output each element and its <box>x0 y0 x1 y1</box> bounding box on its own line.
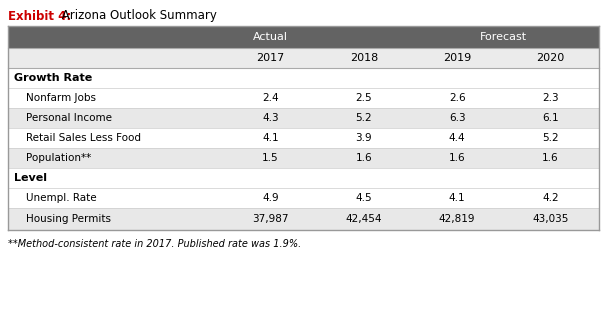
Bar <box>8 48 599 68</box>
Text: 42,819: 42,819 <box>439 214 475 224</box>
Text: 1.6: 1.6 <box>449 153 466 163</box>
Text: Population**: Population** <box>26 153 91 163</box>
Bar <box>8 88 599 108</box>
Text: 2.6: 2.6 <box>449 93 466 103</box>
Text: 6.1: 6.1 <box>542 113 559 123</box>
Text: 2.5: 2.5 <box>356 93 372 103</box>
Text: **Method-consistent rate in 2017. Published rate was 1.9%.: **Method-consistent rate in 2017. Publis… <box>8 239 302 249</box>
Text: Exhibit 4:: Exhibit 4: <box>8 9 71 23</box>
Bar <box>8 188 599 208</box>
Bar <box>8 148 599 168</box>
Text: Arizona Outlook Summary: Arizona Outlook Summary <box>58 9 217 23</box>
Text: 42,454: 42,454 <box>346 214 382 224</box>
Bar <box>8 168 599 188</box>
Text: 1.6: 1.6 <box>356 153 372 163</box>
Text: 2018: 2018 <box>350 53 378 63</box>
Text: Nonfarm Jobs: Nonfarm Jobs <box>26 93 96 103</box>
Text: Actual: Actual <box>253 32 288 42</box>
Text: 5.2: 5.2 <box>542 133 559 143</box>
Text: 4.3: 4.3 <box>262 113 279 123</box>
Text: Housing Permits: Housing Permits <box>26 214 111 224</box>
Text: 4.1: 4.1 <box>262 133 279 143</box>
Text: 3.9: 3.9 <box>356 133 372 143</box>
Text: 4.1: 4.1 <box>449 193 466 203</box>
Text: 5.2: 5.2 <box>356 113 372 123</box>
Bar <box>8 128 599 148</box>
Text: Growth Rate: Growth Rate <box>14 73 92 83</box>
Bar <box>8 26 599 48</box>
Text: Retail Sales Less Food: Retail Sales Less Food <box>26 133 141 143</box>
Text: 4.2: 4.2 <box>542 193 559 203</box>
Text: 1.5: 1.5 <box>262 153 279 163</box>
Text: 6.3: 6.3 <box>449 113 466 123</box>
Text: 2017: 2017 <box>256 53 285 63</box>
Text: 4.5: 4.5 <box>356 193 372 203</box>
Bar <box>8 208 599 230</box>
Text: Forecast: Forecast <box>480 32 528 42</box>
Bar <box>8 108 599 128</box>
Text: 2.4: 2.4 <box>262 93 279 103</box>
Text: 1.6: 1.6 <box>542 153 559 163</box>
Text: 37,987: 37,987 <box>252 214 289 224</box>
Text: Unempl. Rate: Unempl. Rate <box>26 193 96 203</box>
Text: 4.4: 4.4 <box>449 133 466 143</box>
Text: 2019: 2019 <box>443 53 472 63</box>
Text: Personal Income: Personal Income <box>26 113 112 123</box>
Text: 2.3: 2.3 <box>542 93 559 103</box>
Text: 4.9: 4.9 <box>262 193 279 203</box>
Text: Level: Level <box>14 173 47 183</box>
Bar <box>8 68 599 88</box>
Text: 43,035: 43,035 <box>532 214 569 224</box>
Text: 2020: 2020 <box>537 53 564 63</box>
